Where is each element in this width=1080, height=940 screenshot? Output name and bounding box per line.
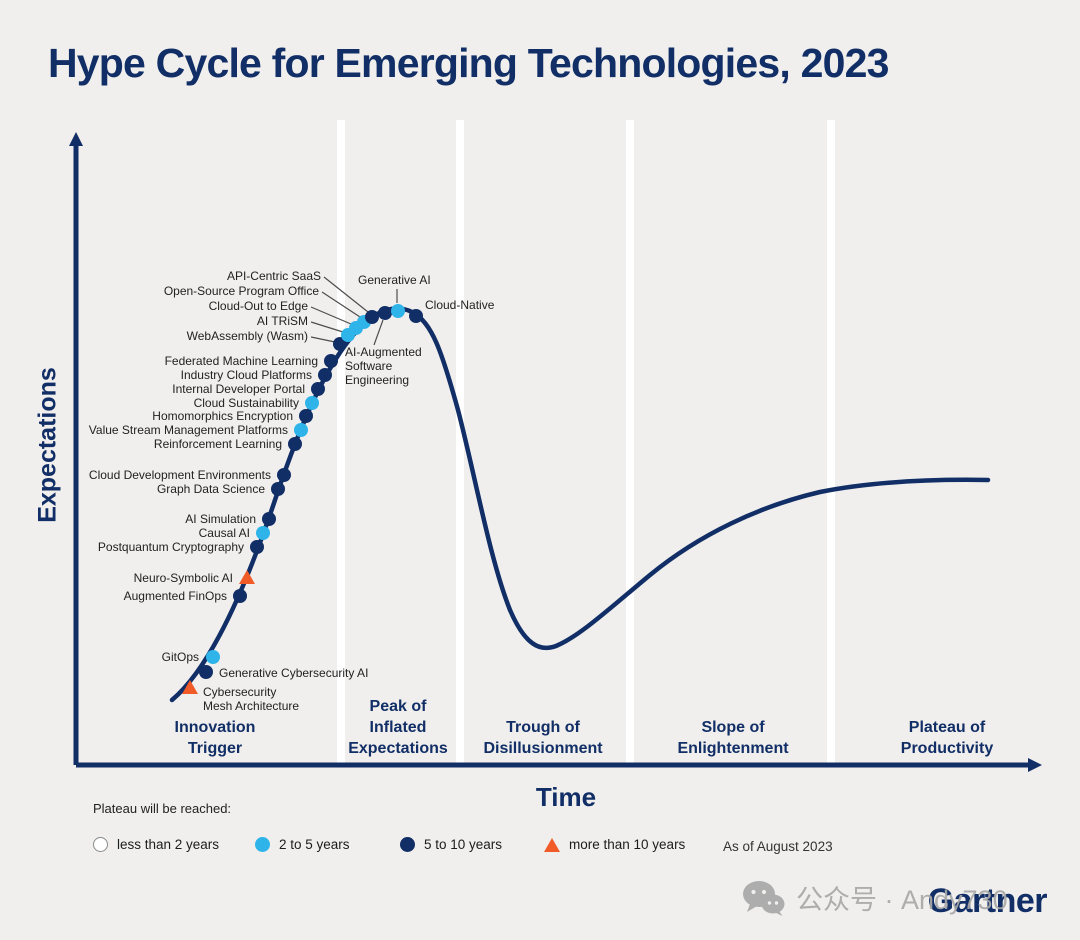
leader-line-api-centric-saas <box>323 276 369 313</box>
label-generative-ai: Generative AI <box>358 273 431 287</box>
legend-item-2-to-5-years: 2 to 5 years <box>255 837 350 852</box>
label-ai-augmented-software-engineering: AI-Augmented <box>345 345 422 359</box>
point-graph-data-science <box>271 482 285 496</box>
phase-label-trough-of-disillusionment: Disillusionment <box>483 740 603 757</box>
point-augmented-finops <box>233 589 247 603</box>
label-graph-data-science: Graph Data Science <box>157 482 265 496</box>
leader-line-webassembly-wasm <box>310 336 336 343</box>
label-cloud-out-to-edge: Cloud-Out to Edge <box>209 299 309 313</box>
legend-title: Plateau will be reached: <box>93 801 232 816</box>
label-augmented-finops: Augmented FinOps <box>124 589 227 603</box>
phase-label-innovation-trigger: Trigger <box>188 740 242 757</box>
page-title: Hype Cycle for Emerging Technologies, 20… <box>48 40 889 86</box>
x-axis-label: Time <box>535 782 597 812</box>
point-neuro-symbolic-ai <box>239 570 255 584</box>
phase-label-trough-of-disillusionment: Trough of <box>506 719 580 736</box>
label-ai-trism: AI TRiSM <box>257 314 308 328</box>
label-reinforcement-learning: Reinforcement Learning <box>154 437 282 451</box>
point-api-centric-saas <box>365 310 379 324</box>
phase-label-plateau-of-productivity: Productivity <box>901 740 994 757</box>
legend-item-less-than-2-years: less than 2 years <box>93 837 219 852</box>
point-cloud-sustainability <box>305 396 319 410</box>
phase-label-peak-of-inflated-expectations: Inflated <box>370 719 427 736</box>
hype-curve <box>169 306 991 703</box>
point-cybersecurity-mesh-architecture <box>182 680 198 694</box>
x-axis-arrow-icon <box>1028 758 1042 772</box>
legend-item-label: 2 to 5 years <box>279 837 350 852</box>
gartner-logo: Gartner <box>927 882 1048 920</box>
phase-divider-3 <box>626 120 634 763</box>
point-ai-augmented-software-engineering <box>378 306 392 320</box>
watermark: 公众号 · Andy730 <box>742 878 1008 917</box>
phase-label-plateau-of-productivity: Plateau of <box>909 719 986 736</box>
watermark-text: 公众号 · Andy730 <box>796 885 1008 915</box>
legend-item-label: more than 10 years <box>569 837 686 852</box>
leader-line-ai-augmented-software-engineering <box>373 319 384 346</box>
label-ai-simulation: AI Simulation <box>185 512 256 526</box>
label-postquantum-cryptography: Postquantum Cryptography <box>98 540 244 554</box>
phase-divider-4 <box>827 120 835 763</box>
as-of-date: As of August 2023 <box>723 839 833 854</box>
point-internal-developer-portal <box>311 382 325 396</box>
5-to-10-years-dot-icon <box>400 837 415 852</box>
label-cloud-development-environments: Cloud Development Environments <box>89 468 271 482</box>
point-federated-machine-learning <box>324 354 338 368</box>
point-cloud-native <box>409 309 423 323</box>
phase-label-peak-of-inflated-expectations: Peak of <box>370 698 428 715</box>
label-generative-cybersecurity-ai: Generative Cybersecurity AI <box>219 666 368 680</box>
point-industry-cloud-platforms <box>318 368 332 382</box>
point-cloud-development-environments <box>277 468 291 482</box>
label-federated-machine-learning: Federated Machine Learning <box>165 354 318 368</box>
y-axis-arrow-icon <box>69 132 83 146</box>
point-generative-ai <box>391 304 405 318</box>
label-cybersecurity-mesh-architecture: Cybersecurity <box>203 685 276 699</box>
more-than-10-years-triangle-icon <box>544 837 560 852</box>
label-cloud-sustainability: Cloud Sustainability <box>194 396 299 410</box>
leader-line-cloud-out-to-edge <box>310 306 352 325</box>
legend-item-5-to-10-years: 5 to 10 years <box>400 837 502 852</box>
point-causal-ai <box>256 526 270 540</box>
2-to-5-years-dot-icon <box>255 837 270 852</box>
point-ai-simulation <box>262 512 276 526</box>
point-reinforcement-learning <box>288 437 302 451</box>
point-homomorphics-encryption <box>299 409 313 423</box>
point-value-stream-management-platforms <box>294 423 308 437</box>
label-homomorphics-encryption: Homomorphics Encryption <box>152 409 293 423</box>
phase-label-peak-of-inflated-expectations: Expectations <box>348 740 448 757</box>
label-value-stream-management-platforms: Value Stream Management Platforms <box>89 423 288 437</box>
legend-item-label: less than 2 years <box>117 837 220 852</box>
leader-line-ai-trism <box>310 321 344 333</box>
legend-item-label: 5 to 10 years <box>424 837 503 852</box>
label-ai-augmented-software-engineering: Software <box>345 359 393 373</box>
label-gitops: GitOps <box>162 650 199 664</box>
label-neuro-symbolic-ai: Neuro-Symbolic AI <box>134 571 233 585</box>
point-gitops <box>206 650 220 664</box>
label-api-centric-saas: API-Centric SaaS <box>227 269 321 283</box>
label-open-source-program-office: Open-Source Program Office <box>164 284 320 298</box>
point-webassembly-wasm <box>333 337 347 351</box>
point-postquantum-cryptography <box>250 540 264 554</box>
phase-label-innovation-trigger: Innovation <box>175 719 256 736</box>
leader-line-open-source-program-office <box>321 291 361 318</box>
label-ai-augmented-software-engineering: Engineering <box>345 373 409 387</box>
less-than-2-years-dot-icon <box>93 837 108 852</box>
label-cloud-native: Cloud-Native <box>425 298 495 312</box>
phase-label-slope-of-enlightenment: Slope of <box>701 719 765 736</box>
legend-item-more-than-10-years: more than 10 years <box>544 837 685 852</box>
wechat-icon <box>743 880 785 916</box>
phase-divider-2 <box>456 120 464 763</box>
label-cybersecurity-mesh-architecture: Mesh Architecture <box>203 699 299 713</box>
label-webassembly-wasm: WebAssembly (Wasm) <box>187 329 308 343</box>
y-axis-label: Expectations <box>33 367 62 523</box>
phase-divider-1 <box>337 120 345 763</box>
phase-label-slope-of-enlightenment: Enlightenment <box>677 740 789 757</box>
label-internal-developer-portal: Internal Developer Portal <box>172 382 305 396</box>
label-causal-ai: Causal AI <box>199 526 250 540</box>
point-generative-cybersecurity-ai <box>199 665 213 679</box>
label-industry-cloud-platforms: Industry Cloud Platforms <box>181 368 312 382</box>
